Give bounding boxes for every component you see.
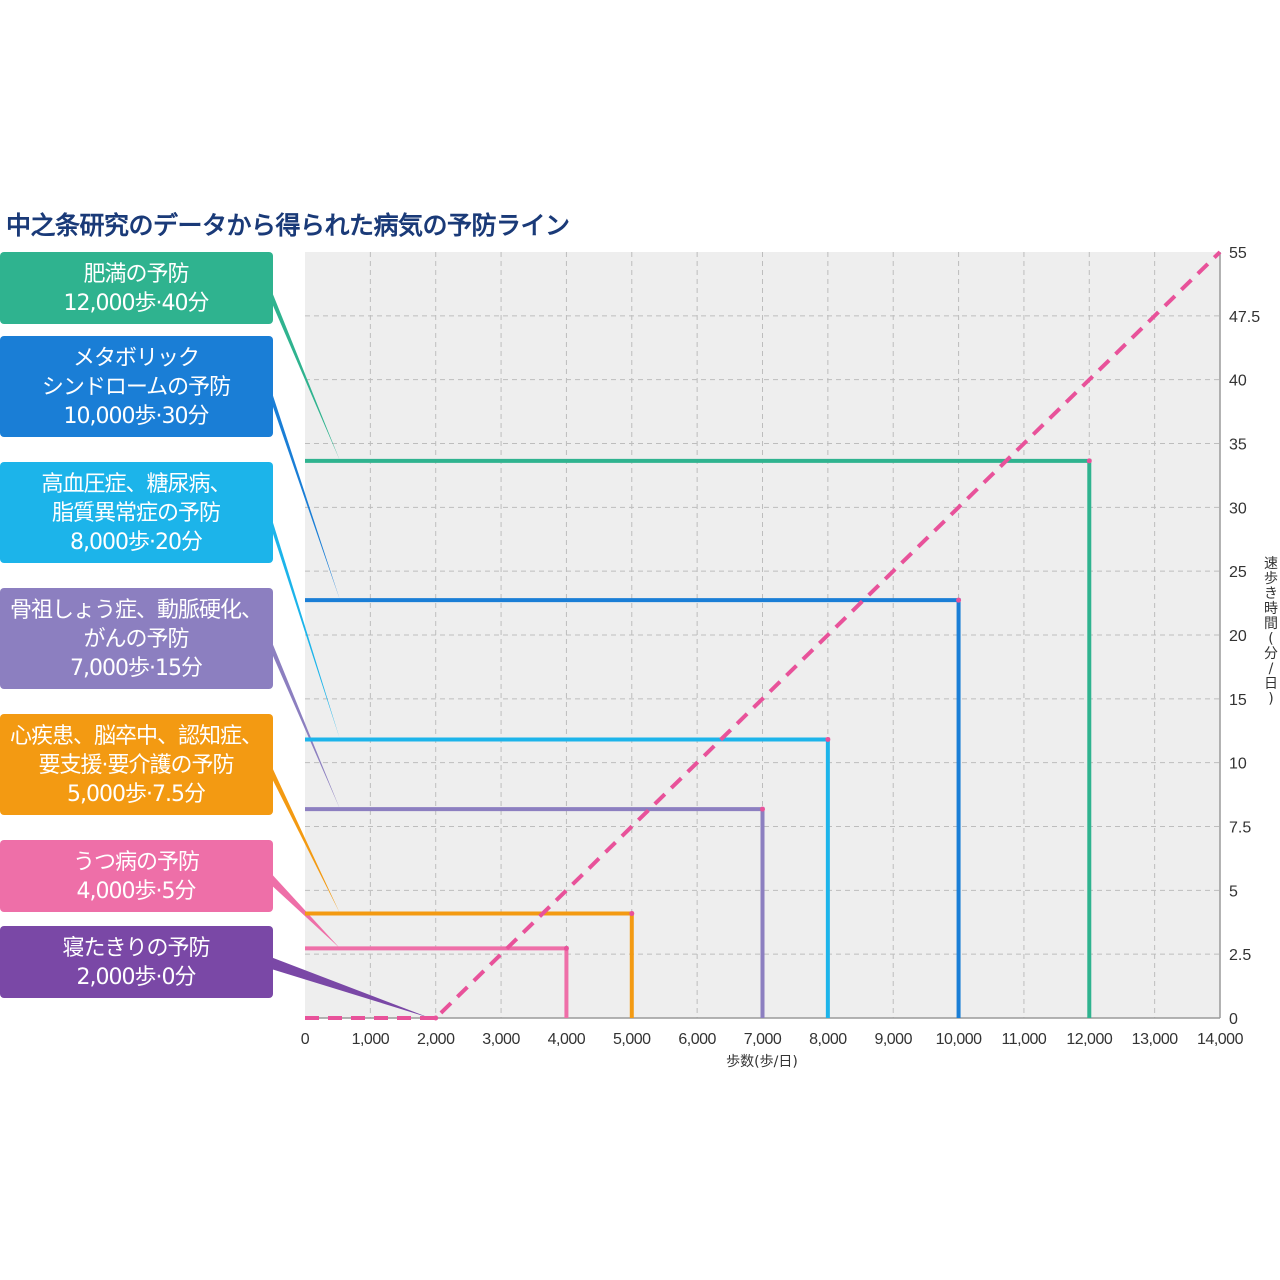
label-box-text: 12,000歩·40分 — [64, 291, 210, 316]
y-tick-label: 35 — [1229, 437, 1247, 454]
y-tick-label: 25 — [1229, 564, 1247, 581]
leader-line — [268, 758, 340, 914]
label-box — [0, 252, 273, 324]
leader-lines — [268, 282, 430, 1018]
y-axis-label-char: き — [1264, 586, 1278, 602]
y-tick-label: 55 — [1229, 245, 1247, 262]
y-axis-label-char: ( — [1268, 631, 1273, 647]
label-box-text: うつ病の予防 — [73, 850, 199, 875]
y-tick-label: 30 — [1229, 500, 1247, 517]
y-tick-label: 40 — [1229, 373, 1247, 390]
label-box-text: 脂質異常症の予防 — [52, 501, 220, 526]
label-box — [0, 462, 273, 563]
y-tick-label: 47.5 — [1229, 309, 1260, 326]
label-box-text: 7,000歩·15分 — [70, 656, 203, 681]
label-box — [0, 840, 273, 912]
label-box-text: メタボリック — [73, 346, 199, 371]
label-box-text: 4,000歩·5分 — [77, 879, 197, 904]
label-box-text: 寝たきりの予防 — [62, 936, 209, 961]
x-tick-label: 3,000 — [482, 1031, 520, 1048]
y-axis-label-char: 速 — [1264, 556, 1278, 572]
chart-title: 中之条研究のデータから得られた病気の予防ライン — [6, 211, 570, 240]
x-tick-label: 4,000 — [548, 1031, 586, 1048]
label-box-text: 10,000歩·30分 — [64, 404, 210, 429]
y-axis-label-char: 間 — [1264, 616, 1278, 632]
y-axis-label-char: / — [1269, 661, 1274, 677]
y-tick-label: 10 — [1229, 756, 1247, 773]
label-box — [0, 926, 273, 998]
leader-line — [268, 380, 340, 601]
x-tick-label: 11,000 — [1002, 1031, 1047, 1048]
data-point — [629, 911, 635, 917]
label-box-text: 2,000歩·0分 — [77, 965, 197, 990]
x-tick-label: 10,000 — [936, 1031, 983, 1048]
data-point — [956, 597, 962, 603]
y-axis-label-char: 分 — [1264, 646, 1278, 662]
x-axis-label: 歩数(歩/日) — [726, 1054, 798, 1070]
label-box-text: 高血圧症、糖尿病、 — [41, 472, 230, 497]
label-box-text: 肥満の予防 — [83, 262, 188, 287]
label-box — [0, 588, 273, 689]
label-box — [0, 714, 273, 815]
leader-line — [268, 956, 430, 1018]
y-tick-label: 7.5 — [1229, 820, 1251, 837]
x-tick-label: 0 — [301, 1031, 310, 1048]
x-tick-label: 2,000 — [417, 1031, 455, 1048]
x-tick-label: 13,000 — [1132, 1031, 1179, 1048]
label-box-text: シンドロームの予防 — [42, 375, 230, 400]
data-point — [433, 1015, 439, 1021]
x-tick-label: 6,000 — [678, 1031, 716, 1048]
y-tick-label: 2.5 — [1229, 947, 1251, 964]
leader-line — [268, 632, 340, 810]
label-box-text: 心疾患、脳卒中、認知症、 — [10, 724, 262, 749]
leader-line — [268, 506, 340, 740]
y-axis-label-char: 時 — [1264, 601, 1278, 617]
y-tick-label: 15 — [1229, 692, 1247, 709]
label-box-text: がんの予防 — [83, 627, 188, 652]
leader-line — [268, 870, 340, 949]
data-point — [1086, 458, 1092, 464]
data-point — [760, 806, 765, 812]
leader-line — [268, 282, 340, 461]
trend-line — [305, 250, 1222, 1020]
label-box-text: 骨祖しょう症、動脈硬化、 — [10, 598, 262, 623]
label-box-text: 5,000歩·7.5分 — [67, 782, 206, 807]
x-tick-label: 12,000 — [1066, 1031, 1113, 1048]
y-axis-label-char: ) — [1268, 691, 1273, 707]
y-axis-label-char: 日 — [1264, 676, 1278, 692]
x-tick-label: 14,000 — [1197, 1031, 1244, 1048]
x-axis-ticks: 0 1,000 2,000 3,000 4,000 5,000 6,000 7,000 8,00… — [301, 1031, 1244, 1048]
y-axis-ticks: 55 47.5 40 35 30 25 20 15 10 7.5 5 2.5 0 — [1229, 245, 1260, 1028]
x-tick-label: 7,000 — [744, 1031, 782, 1048]
label-box-text: 8,000歩·20分 — [70, 530, 203, 555]
x-tick-label: 5,000 — [613, 1031, 651, 1048]
data-point — [825, 736, 831, 742]
label-box-text: 要支援·要介護の予防 — [39, 753, 234, 778]
label-box — [0, 336, 273, 437]
y-tick-label: 5 — [1229, 883, 1238, 900]
y-tick-label: 0 — [1229, 1011, 1238, 1028]
data-point — [563, 945, 569, 951]
trend-line-group — [305, 250, 1222, 1021]
x-tick-label: 1,000 — [352, 1031, 390, 1048]
x-tick-label: 9,000 — [874, 1031, 912, 1048]
y-tick-label: 20 — [1229, 628, 1247, 645]
y-axis-label-char: 歩 — [1264, 571, 1278, 587]
x-tick-label: 8,000 — [809, 1031, 847, 1048]
